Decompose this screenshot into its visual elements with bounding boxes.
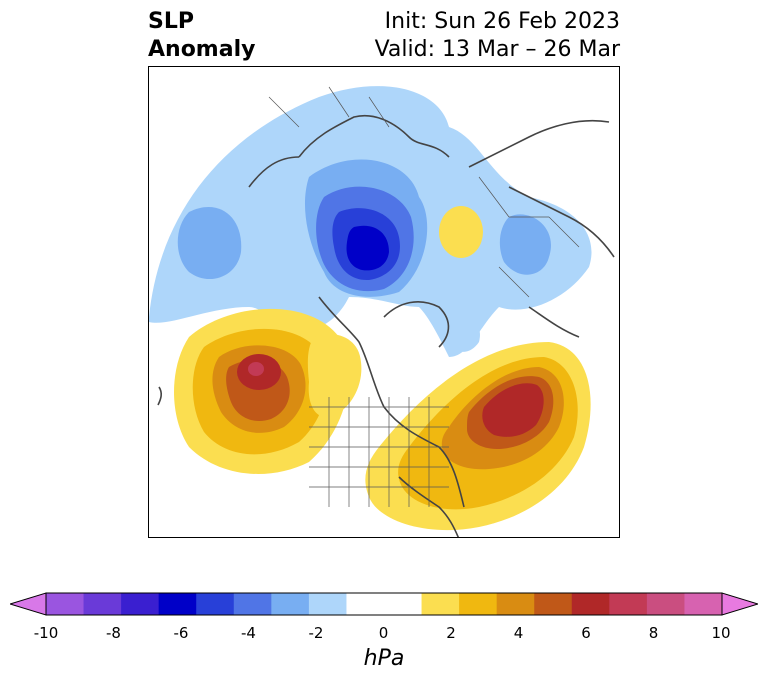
colorbar-tick-label: 2	[446, 624, 456, 642]
colorbar-segment	[609, 593, 648, 615]
colorbar-segment	[421, 593, 460, 615]
title-variable: SLP	[148, 9, 194, 34]
colorbar-tick-label: -8	[106, 624, 121, 642]
map-panel	[148, 66, 620, 538]
colorbar-extend-min	[10, 592, 47, 616]
colorbar-extend-max	[721, 592, 758, 616]
colorbar-tick-label: 6	[581, 624, 591, 642]
colorbar-outline	[45, 592, 723, 616]
colorbar-segment	[534, 593, 573, 615]
map-title: SLP Anomaly	[148, 8, 255, 64]
colorbar-segment	[384, 593, 423, 615]
colorbar-tick-label: 0	[378, 624, 389, 642]
colorbar-segment	[496, 593, 535, 615]
political-borders	[268, 86, 580, 507]
positive-anomaly-pacific-core	[248, 362, 264, 376]
negative-anomaly-core	[346, 225, 389, 271]
colorbar-tick-label: 8	[648, 624, 659, 642]
negative-anomaly-2-east	[499, 214, 551, 275]
colorbar-tick-label: -2	[308, 624, 324, 642]
colorbar-segment	[83, 593, 122, 615]
title-subtitle: Anomaly	[148, 37, 256, 62]
colorbar-segment	[346, 593, 385, 615]
colorbar-segment	[158, 593, 197, 615]
colorbar-segment	[308, 593, 347, 615]
positive-anomaly-atlantic-core	[482, 383, 544, 437]
valid-range: Valid: 13 Mar – 26 Mar	[374, 37, 620, 62]
colorbar-segment	[46, 593, 85, 615]
colorbar-segment	[196, 593, 235, 615]
positive-anomaly-westna	[307, 334, 362, 418]
colorbar-tick-label: 10	[711, 624, 731, 642]
colorbar-segment	[571, 593, 610, 615]
colorbar-tick-label: -10	[33, 624, 59, 642]
positive-anomaly-north	[439, 206, 483, 258]
colorbar-segment	[459, 593, 498, 615]
colorbar-segment	[121, 593, 160, 615]
colorbar-segment	[684, 593, 723, 615]
colorbar	[10, 592, 758, 616]
colorbar-segment	[646, 593, 685, 615]
negative-anomaly-light-patch	[453, 322, 480, 352]
map-dates: Init: Sun 26 Feb 2023 Valid: 13 Mar – 26…	[375, 8, 620, 64]
colorbar-unit-label: hPa	[363, 646, 405, 671]
colorbar-tick-label: -6	[173, 624, 189, 642]
anomaly-map	[149, 86, 615, 537]
colorbar-tick-label: 4	[513, 624, 524, 642]
init-date: Init: Sun 26 Feb 2023	[384, 9, 620, 34]
negative-anomaly-2-west	[177, 206, 242, 280]
colorbar-tick-label: -4	[241, 624, 256, 642]
colorbar-segment	[233, 593, 272, 615]
colorbar-segment	[271, 593, 310, 615]
